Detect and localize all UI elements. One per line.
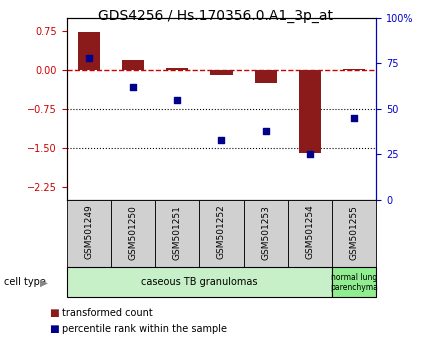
- Text: GSM501255: GSM501255: [350, 205, 359, 259]
- Text: GSM501249: GSM501249: [84, 205, 93, 259]
- Bar: [255, 70, 277, 83]
- Point: [307, 152, 313, 157]
- Text: GSM501253: GSM501253: [261, 205, 270, 259]
- Bar: [155, 200, 200, 267]
- Text: GSM501254: GSM501254: [305, 205, 314, 259]
- Text: ■: ■: [49, 324, 59, 334]
- Bar: [243, 200, 288, 267]
- Point: [262, 128, 269, 133]
- Text: ■: ■: [49, 308, 59, 318]
- Text: GSM501250: GSM501250: [129, 205, 138, 259]
- Text: caseous TB granulomas: caseous TB granulomas: [141, 277, 258, 287]
- Bar: [122, 61, 144, 70]
- Point: [218, 137, 225, 143]
- Point: [85, 55, 92, 61]
- Bar: [288, 200, 332, 267]
- Text: percentile rank within the sample: percentile rank within the sample: [62, 324, 227, 334]
- Bar: [332, 200, 376, 267]
- Text: transformed count: transformed count: [62, 308, 153, 318]
- Point: [351, 115, 358, 121]
- Bar: [200, 200, 243, 267]
- Bar: [332, 267, 376, 297]
- Text: cell type: cell type: [4, 277, 46, 287]
- Text: GSM501251: GSM501251: [173, 205, 182, 259]
- Bar: [166, 68, 188, 70]
- Bar: [67, 267, 332, 297]
- Point: [129, 84, 136, 90]
- Bar: [78, 32, 100, 70]
- Point: [174, 97, 181, 103]
- Text: GDS4256 / Hs.170356.0.A1_3p_at: GDS4256 / Hs.170356.0.A1_3p_at: [98, 9, 332, 23]
- Bar: [67, 200, 111, 267]
- Text: normal lung
parenchyma: normal lung parenchyma: [330, 273, 378, 292]
- Bar: [343, 69, 365, 70]
- Bar: [111, 200, 155, 267]
- Text: GSM501252: GSM501252: [217, 205, 226, 259]
- Bar: [210, 70, 233, 75]
- Bar: [299, 70, 321, 153]
- Text: ▶: ▶: [40, 277, 48, 287]
